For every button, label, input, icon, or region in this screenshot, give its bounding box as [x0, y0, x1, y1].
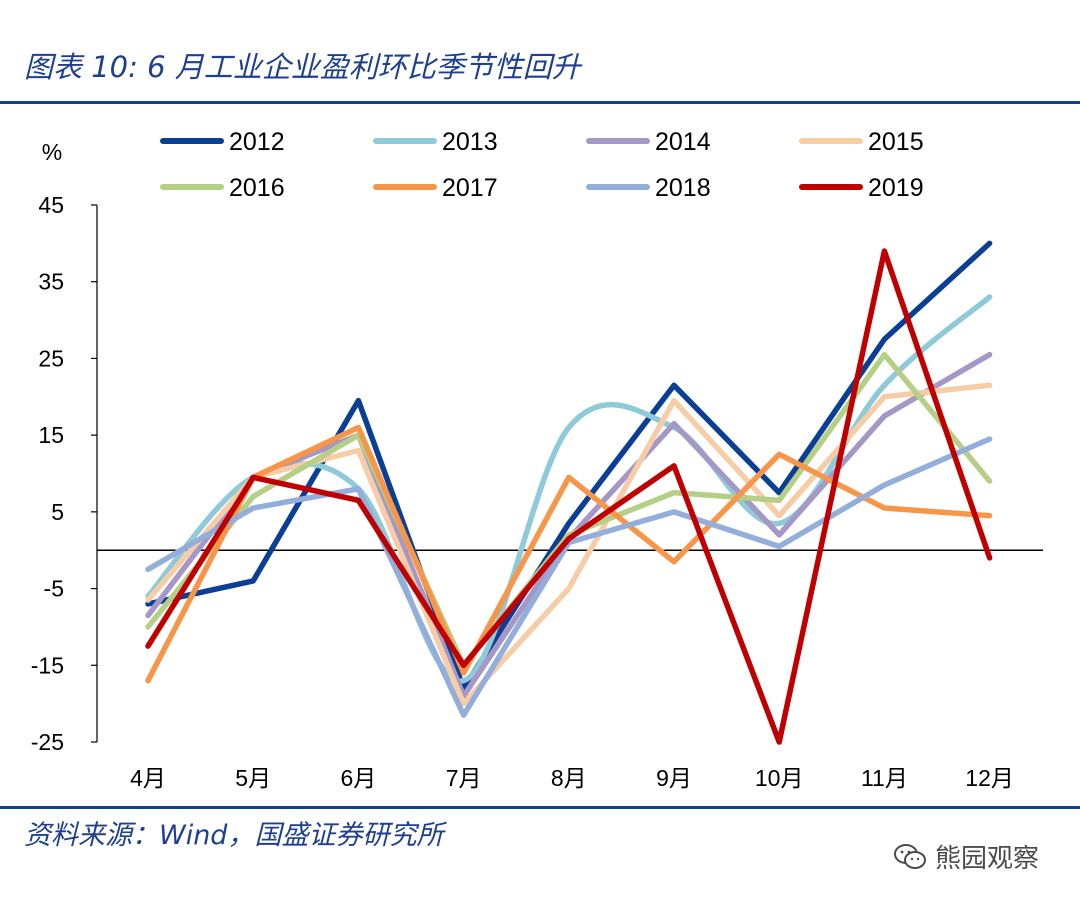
watermark-text: 熊园观察 — [935, 844, 1040, 874]
legend-label-2018: 2018 — [655, 174, 711, 202]
watermark: 熊园观察 — [893, 838, 1039, 875]
legend-label-2019: 2019 — [868, 174, 924, 202]
y-tick-label: 15 — [38, 422, 64, 448]
axes: % 45 35 25 15 5 -5 -15 -25 4月 5月 6月 7月 8月 9月 10月 11月 12月 — [31, 139, 1043, 791]
y-tick-label: 35 — [38, 269, 64, 295]
wechat-icon — [894, 843, 926, 869]
x-tick-label: 9月 — [656, 765, 692, 791]
y-tick-label: 5 — [51, 499, 64, 525]
legend-label-2017: 2017 — [442, 174, 498, 202]
x-tick-label: 11月 — [861, 765, 908, 791]
legend: 2012 2013 2014 2015 2016 2017 2018 2019 — [160, 128, 924, 202]
legend-label-2012: 2012 — [229, 128, 285, 156]
legend-label-2015: 2015 — [868, 128, 924, 156]
y-axis-unit: % — [42, 139, 62, 165]
legend-label-2016: 2016 — [229, 174, 285, 202]
source-note: 资料来源：Wind，国盛证券研究所 — [24, 820, 444, 851]
x-tick-label: 12月 — [965, 765, 1014, 791]
x-tick-label: 4月 — [130, 765, 166, 791]
line-chart: 2012 2013 2014 2015 2016 2017 2018 2019 % 45 35 25… — [31, 128, 1043, 791]
x-tick-label: 10月 — [755, 765, 804, 791]
x-tick-label: 5月 — [235, 765, 271, 791]
bottom-divider — [0, 806, 1080, 809]
series-line-2015 — [145, 382, 993, 707]
y-tick-label: 45 — [38, 192, 64, 218]
y-tick-label: -15 — [31, 652, 64, 678]
series-line-2016 — [145, 351, 993, 669]
y-tick-label: -25 — [31, 729, 64, 755]
x-tick-label: 8月 — [551, 765, 587, 791]
y-tick-label: 25 — [38, 345, 64, 371]
legend-label-2014: 2014 — [655, 128, 711, 156]
top-divider — [0, 101, 1080, 104]
chart-title: 图表 10: 6 月工业企业盈利环比季节性回升 — [24, 50, 581, 84]
series-line-2017 — [145, 424, 993, 684]
series-line-2012 — [145, 240, 993, 692]
series-line-2019 — [145, 248, 993, 745]
x-tick-label: 6月 — [341, 765, 377, 791]
x-tick-label: 7月 — [446, 765, 482, 791]
legend-label-2013: 2013 — [442, 128, 498, 156]
series-lines — [145, 240, 993, 745]
y-tick-label: -5 — [44, 576, 64, 602]
